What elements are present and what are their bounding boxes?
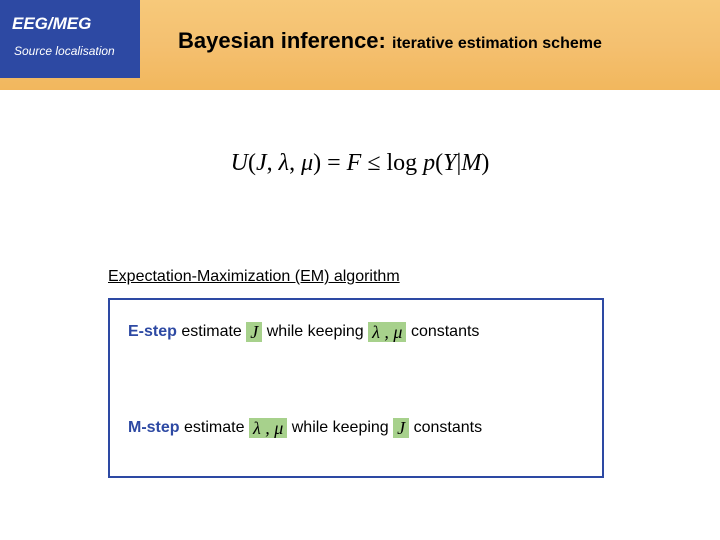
m-step-var1: λ , μ: [249, 418, 287, 438]
e-step-mid: while keeping: [267, 323, 364, 340]
eq-F: F: [347, 150, 362, 176]
eq-p: p: [423, 150, 435, 176]
e-step-row: E-step estimate J while keeping λ , μ co…: [128, 322, 479, 342]
m-step-mid: while keeping: [292, 419, 389, 436]
equation: U(J, λ, μ) = F ≤ log p(Y|M): [0, 150, 720, 177]
m-step-label: M-step: [128, 419, 180, 436]
eq-U: U: [231, 150, 248, 176]
eq-M: M: [461, 150, 481, 176]
eq-log: log: [387, 150, 424, 176]
eq-leq: ≤: [361, 150, 386, 176]
e-step-verb: estimate: [177, 323, 242, 340]
title-tab: EEG/MEG Source localisation: [0, 0, 140, 78]
tab-line1: EEG/MEG: [12, 14, 91, 34]
eq-open2: (: [435, 150, 443, 176]
eq-Y: Y: [443, 150, 456, 176]
eq-open: (: [248, 150, 256, 176]
m-step-row: M-step estimate λ , μ while keeping J co…: [128, 418, 482, 438]
title-sub-text: iterative estimation scheme: [392, 35, 602, 52]
title-strong: Bayesian inference:: [178, 28, 386, 53]
eq-mu: μ: [301, 150, 313, 176]
eq-J: J: [256, 150, 267, 176]
eq-c1: ,: [267, 150, 279, 176]
eq-eq: =: [321, 150, 347, 176]
e-step-tail: constants: [411, 323, 479, 340]
m-step-tail: constants: [414, 419, 482, 436]
em-box: E-step estimate J while keeping λ , μ co…: [108, 298, 604, 478]
section-label: Expectation-Maximization (EM) algorithm: [108, 268, 400, 286]
title-bar: EEG/MEG Source localisation Bayesian inf…: [0, 0, 720, 90]
m-step-var2: J: [393, 418, 409, 438]
tab-line2: Source localisation: [14, 44, 115, 58]
eq-c2: ,: [289, 150, 301, 176]
e-step-label: E-step: [128, 323, 177, 340]
eq-close: ): [313, 150, 321, 176]
eq-lambda: λ: [279, 150, 289, 176]
slide-title: Bayesian inference: iterative estimation…: [178, 28, 602, 54]
eq-close2: ): [481, 150, 489, 176]
e-step-var2: λ , μ: [368, 322, 406, 342]
e-step-var1: J: [246, 322, 262, 342]
m-step-verb: estimate: [180, 419, 245, 436]
